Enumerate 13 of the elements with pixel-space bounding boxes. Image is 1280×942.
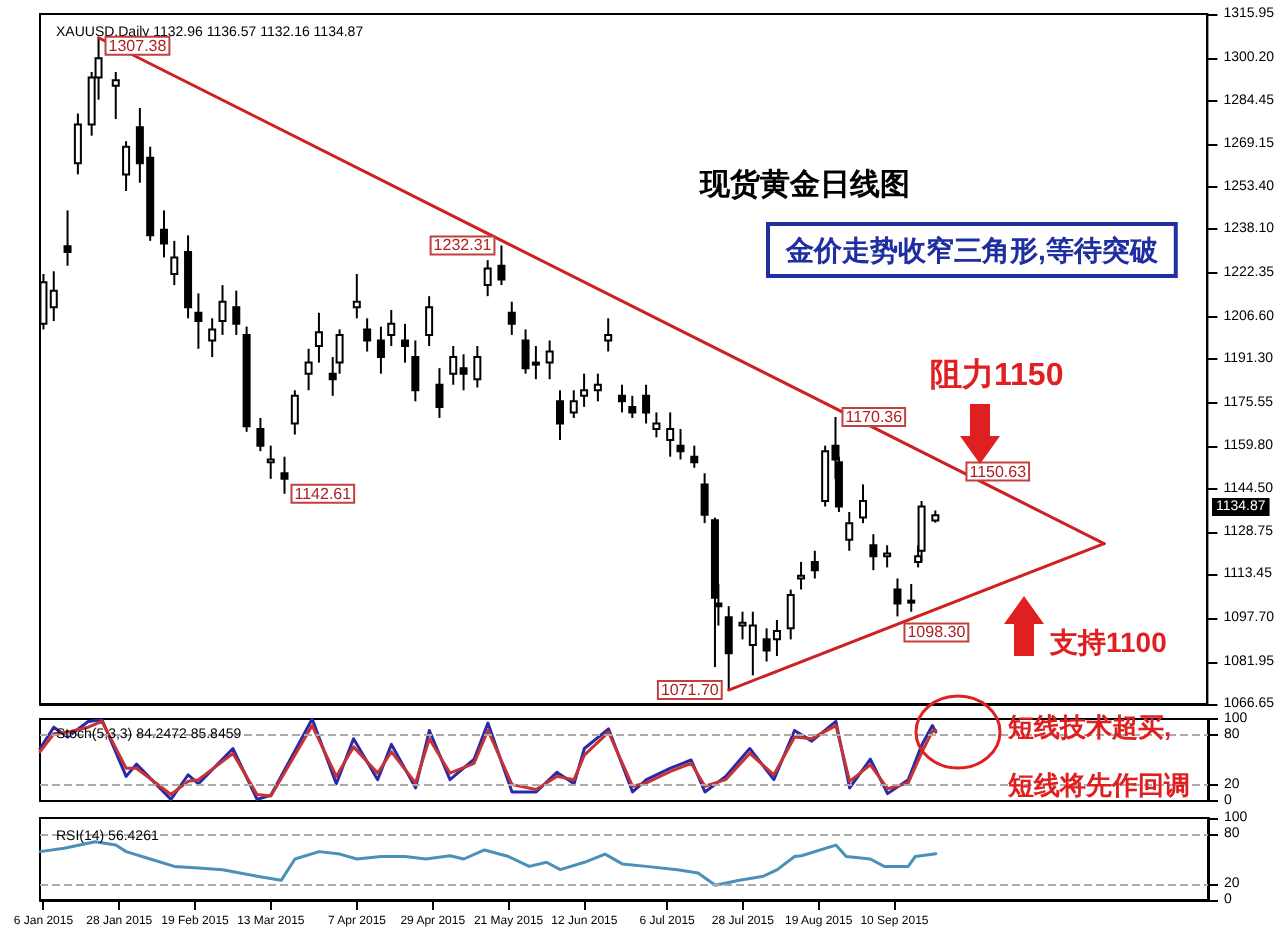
annotation: 1232.31 bbox=[433, 236, 493, 255]
annotation: 1098.30 bbox=[907, 623, 967, 642]
annotation: 1150.63 bbox=[969, 462, 1028, 481]
annotation: 短线将先作回调 bbox=[1006, 770, 1190, 800]
annotation: 1170.36 bbox=[845, 407, 904, 426]
annotation: 短线技术超买, bbox=[1006, 712, 1172, 742]
text: 现货黄金日线图 bbox=[698, 168, 910, 202]
annotation: 1142.61 bbox=[294, 484, 353, 503]
annotation: 支持1100 bbox=[1048, 626, 1168, 658]
annotation: 1307.38 bbox=[108, 36, 168, 55]
annotation: 阻力1150 bbox=[930, 357, 1064, 393]
annotation: 金价走势收窄三角形,等待突破 bbox=[784, 234, 1160, 266]
annotation: 1071.70 bbox=[660, 681, 720, 700]
